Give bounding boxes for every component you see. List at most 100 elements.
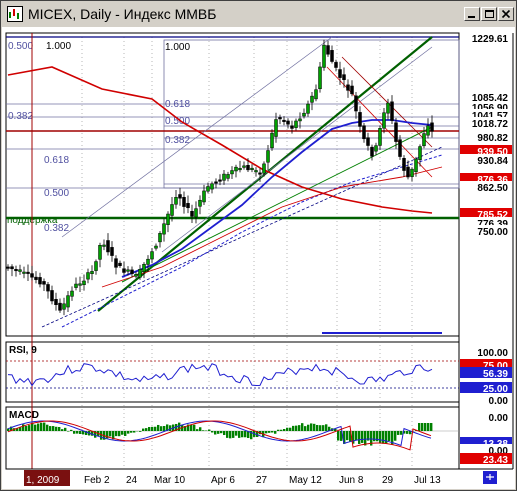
macd-bar <box>58 427 61 431</box>
macd-bar <box>283 428 286 431</box>
macd-bar <box>325 424 328 431</box>
candle-body <box>122 268 126 273</box>
candle-body <box>306 103 310 114</box>
candle-body <box>142 263 146 272</box>
minimize-button[interactable] <box>464 7 480 21</box>
macd-bar <box>388 431 391 441</box>
candle-body <box>194 208 198 218</box>
candle-body <box>10 266 14 270</box>
candle-body <box>410 168 414 177</box>
candle-body <box>302 112 306 117</box>
macd-bar <box>121 431 124 435</box>
macd-bar <box>391 431 394 445</box>
macd-line <box>7 420 432 447</box>
fib-label-0382-left: 0.382 <box>44 223 69 234</box>
macd-bar <box>34 424 37 431</box>
macd-bar <box>169 425 172 431</box>
chart-area[interactable]: 0.500 1.000 0.382 0.618 0.500 0.382 1.00… <box>2 27 515 489</box>
price-label: 1085.42 <box>472 93 509 104</box>
macd-bar <box>322 425 325 431</box>
candle-body <box>278 117 282 120</box>
macd-bar <box>352 431 355 444</box>
date-label: May 12 <box>289 475 322 486</box>
macd-bar <box>139 431 142 432</box>
candle-body <box>30 273 34 278</box>
candle-body <box>78 283 82 286</box>
price-label: 980.82 <box>477 133 508 144</box>
macd-bar <box>64 427 67 431</box>
macd-bar <box>229 431 232 439</box>
macd-bar <box>178 422 181 431</box>
candle-body <box>318 66 322 90</box>
date-label: Jul 13 <box>414 475 441 486</box>
candle-body <box>234 166 238 172</box>
candle-body <box>22 271 26 274</box>
fib-label-0618-left: 0.618 <box>44 155 69 166</box>
maximize-icon <box>485 10 494 18</box>
candle-body <box>230 170 234 175</box>
macd-bar <box>85 431 88 436</box>
candle-body <box>106 240 110 253</box>
date-label: Mar 10 <box>154 475 186 486</box>
candle-body <box>398 139 402 157</box>
macd-bar <box>223 431 226 436</box>
price-label-bg <box>460 225 512 236</box>
title-bar[interactable]: MICEX, Daily - Индекс ММВБ <box>2 2 515 26</box>
fib-labels-left: 0.500 1.000 0.382 0.618 0.500 0.382 <box>8 41 71 234</box>
macd-axis-label: 23.43 <box>483 455 508 466</box>
candle-body <box>418 146 422 160</box>
macd-bar <box>151 426 154 431</box>
chart-canvas[interactable]: 0.500 1.000 0.382 0.618 0.500 0.382 1.00… <box>2 27 515 489</box>
maximize-button[interactable] <box>481 7 497 21</box>
macd-bar <box>22 424 25 431</box>
close-button[interactable] <box>498 7 514 21</box>
fib-label-0382-mid: 0.382 <box>165 135 190 146</box>
macd-bar <box>379 431 382 444</box>
macd-bar <box>286 427 289 431</box>
macd-bar <box>424 423 427 431</box>
candle-body <box>238 168 242 171</box>
candle-body <box>114 258 118 268</box>
rsi-axis-label: 75.00 <box>483 361 508 372</box>
macd-bar <box>400 431 403 435</box>
candle-body <box>18 269 22 272</box>
macd-bar <box>349 431 352 442</box>
macd-bar <box>292 425 295 431</box>
candle-body <box>154 245 158 249</box>
candle-body <box>102 244 106 247</box>
candle-body <box>426 125 430 136</box>
macd-bar <box>145 428 148 431</box>
candle-body <box>386 102 390 114</box>
candle-body <box>170 204 174 216</box>
price-label-bg <box>460 117 512 128</box>
macd-bar <box>76 431 79 434</box>
rsi-axis-label: 56.39 <box>483 369 508 380</box>
rsi-panel[interactable] <box>5 341 460 403</box>
candle-body <box>218 179 222 182</box>
macd-bar <box>289 427 292 431</box>
candle-body <box>90 271 94 274</box>
candle-body <box>150 251 154 260</box>
window-title: MICEX, Daily - Индекс ММВБ <box>28 6 217 22</box>
candle-body <box>350 85 354 95</box>
candle-body <box>254 170 258 173</box>
macd-title: MACD <box>9 410 39 421</box>
price-label-bg <box>460 109 512 120</box>
candle-body <box>422 133 426 147</box>
candle-body <box>186 203 190 209</box>
macd-bar <box>79 431 82 434</box>
candle-body <box>38 277 42 285</box>
macd-bar <box>316 424 319 431</box>
macd-bar <box>211 431 214 433</box>
candle-body <box>366 137 370 146</box>
macd-bar <box>301 423 304 431</box>
macd-bar <box>280 429 283 431</box>
macd-bar <box>397 431 400 435</box>
macd-bar <box>277 429 280 431</box>
price-label: 785.52 <box>477 210 508 221</box>
minimize-icon <box>468 16 475 18</box>
macd-bar <box>328 426 331 431</box>
date-label: Apr 6 <box>211 475 235 486</box>
